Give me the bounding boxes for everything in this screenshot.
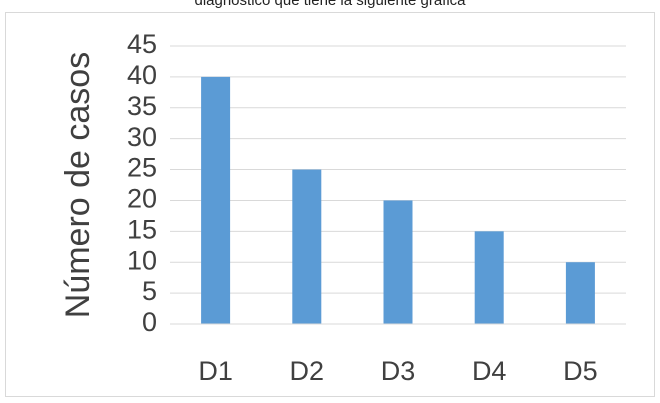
bar-d1: [201, 76, 231, 324]
y-tick-label: 35: [127, 91, 157, 121]
bar-d5: [565, 262, 595, 324]
top-caption-text: diagnóstico que tiene la siguiente gráfi…: [194, 0, 466, 9]
y-tick-label: 0: [142, 307, 157, 337]
y-tick-label: 40: [127, 60, 157, 90]
bar-d3: [383, 200, 413, 324]
y-tick-label: 10: [127, 245, 157, 275]
y-tick-label: 30: [127, 122, 157, 152]
y-tick-label: 25: [127, 153, 157, 183]
bars: [201, 76, 595, 324]
x-category-label: D1: [198, 356, 233, 386]
y-axis-title: Número de casos: [59, 52, 97, 318]
bar-d4: [474, 231, 504, 324]
x-category-label: D4: [472, 356, 507, 386]
x-category-label: D3: [381, 356, 416, 386]
x-category-label: D5: [563, 356, 598, 386]
chart-frame: [5, 12, 655, 397]
y-tick-label: 5: [142, 276, 157, 306]
bar-d2: [292, 169, 322, 324]
x-axis-categories: D1 D2 D3 D4 D5: [198, 356, 597, 386]
x-category-label: D2: [290, 356, 325, 386]
y-tick-label: 20: [127, 184, 157, 214]
y-tick-label: 45: [127, 29, 157, 59]
y-tick-label: 15: [127, 214, 157, 244]
